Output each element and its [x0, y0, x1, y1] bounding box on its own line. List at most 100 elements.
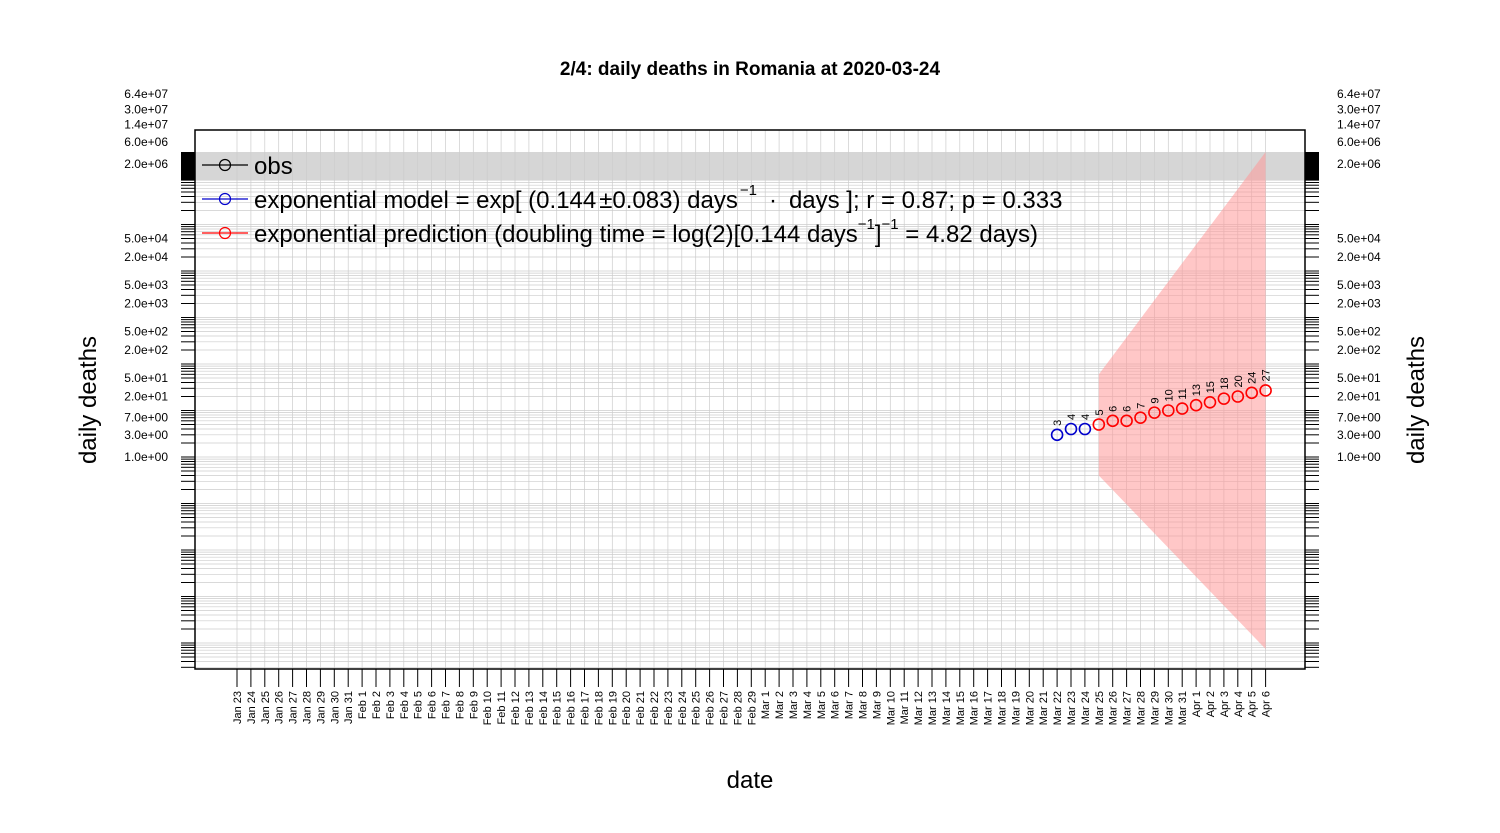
data-point-prediction	[1092, 418, 1106, 431]
chart-title: 2/4: daily deaths in Romania at 2020-03-…	[560, 59, 941, 80]
grid-dense-top	[195, 152, 1305, 180]
x-tick-label: Feb 28	[732, 691, 744, 725]
y-tick-label-right: 1.0e+00	[1337, 450, 1381, 464]
y-tick-label-right: 2.0e+04	[1337, 250, 1381, 264]
x-tick-label: Feb 20	[621, 691, 633, 725]
x-tick-label: Mar 16	[969, 691, 981, 725]
x-tick-label: Mar 4	[802, 691, 814, 719]
x-tick-label: Jan 26	[274, 691, 286, 724]
x-axis-title: date	[727, 767, 774, 794]
y-tick-label-right: 3.0e+00	[1337, 428, 1381, 442]
y-dense-ticks-left	[181, 152, 195, 180]
x-tick-label: Mar 14	[941, 691, 953, 725]
y-tick-label-left: 3.0e+00	[124, 428, 168, 442]
data-point-model	[1050, 428, 1064, 442]
x-tick-label: Apr 1	[1191, 691, 1203, 717]
y-tick-label-right: 2.0e+03	[1337, 297, 1381, 311]
x-tick-label: Mar 25	[1094, 691, 1106, 725]
x-tick-label: Mar 19	[1010, 691, 1022, 725]
x-tick-label: Feb 17	[580, 691, 592, 725]
y-tick-label-left: 6.0e+06	[124, 135, 168, 149]
y-tick-label-right: 2.0e+02	[1337, 343, 1381, 357]
x-tick-label: Feb 1	[357, 691, 369, 719]
y-tick-label-left: 2.0e+03	[124, 297, 168, 311]
x-tick-label: Feb 29	[746, 691, 758, 725]
data-label-prediction: 10	[1163, 389, 1175, 401]
x-tick-label: Mar 22	[1052, 691, 1064, 725]
x-tick-label: Feb 3	[385, 691, 397, 719]
data-label-prediction: 27	[1261, 369, 1273, 381]
x-tick-label: Jan 31	[343, 691, 355, 724]
y-axis-right: 6.4e+073.0e+07 1.4e+07 6.0e+06 2.0e+06 5.0e+…	[1305, 87, 1381, 668]
plot-area-frame	[194, 129, 1306, 670]
x-tick-label: Feb 7	[441, 691, 453, 719]
x-tick-label: Mar 6	[830, 691, 842, 719]
x-tick-label: Feb 11	[496, 691, 508, 724]
legend-label-model: exponential model = exp[ (0.144 ±0.083) d…	[254, 182, 1062, 214]
x-tick-label: Mar 18	[997, 691, 1009, 725]
data-label-prediction: 24	[1247, 372, 1259, 384]
x-tick-label: Feb 9	[468, 691, 480, 719]
x-tick-label: Mar 10	[885, 691, 897, 725]
legend-marker-model	[218, 192, 232, 206]
y-dense-ticks-right	[1305, 152, 1319, 180]
y-tick-label-left: 5.0e+04	[124, 231, 168, 245]
x-tick-label: Feb 16	[566, 691, 578, 725]
y-tick-label-right: 7.0e+00	[1337, 411, 1381, 425]
x-tick-label: Apr 5	[1247, 691, 1259, 717]
y-tick-label-left: 7.0e+00	[124, 411, 168, 425]
y-tick-label-left: 3.0e+07	[124, 102, 168, 116]
x-tick-label: Mar 17	[983, 691, 995, 725]
data-point-prediction	[1120, 414, 1133, 428]
x-tick-label: Apr 6	[1261, 691, 1273, 717]
x-tick-label: Mar 15	[955, 691, 967, 725]
data-label-model: 3	[1052, 420, 1064, 426]
x-tick-label: Jan 29	[315, 691, 327, 724]
y-tick-label-right: 5.0e+03	[1337, 278, 1381, 292]
y-axis-left: 6.4e+073.0e+07 1.4e+07 6.0e+06 2.0e+06 5.0e+…	[124, 87, 195, 668]
x-tick-label: Feb 25	[691, 691, 703, 725]
data-label-prediction: 6	[1108, 406, 1120, 412]
y-tick-label-right: 2.0e+06	[1337, 157, 1381, 171]
x-tick-label: Apr 4	[1233, 691, 1245, 717]
x-tick-label: Mar 20	[1024, 691, 1036, 725]
x-tick-label: Jan 28	[302, 691, 314, 724]
x-tick-label: Feb 22	[649, 691, 661, 725]
x-tick-label: Mar 2	[774, 691, 786, 719]
x-tick-label: Feb 4	[399, 691, 411, 719]
x-tick-label: Feb 23	[663, 691, 675, 725]
y-tick-label-left: 2.0e+01	[124, 390, 168, 404]
data-point-prediction	[1231, 390, 1245, 403]
data-label-model: 4	[1080, 414, 1092, 420]
legend: obs exponential model = exp[ (0.144 ±0.08…	[202, 153, 1062, 248]
data-point-prediction	[1148, 406, 1161, 419]
y-tick-label-right: 3.0e+07	[1337, 102, 1381, 116]
data-point-prediction	[1245, 386, 1258, 400]
y-tick-label-left: 2.0e+02	[124, 343, 168, 357]
x-tick-label: Feb 27	[719, 691, 731, 725]
data-point-prediction	[1259, 384, 1272, 397]
data-label-prediction: 18	[1219, 377, 1231, 389]
x-tick-label: Jan 25	[260, 691, 272, 724]
x-tick-label: Feb 21	[635, 691, 647, 725]
x-tick-label: Feb 24	[677, 691, 689, 725]
data-point-prediction	[1106, 414, 1119, 428]
y-tick-label-right: 5.0e+01	[1337, 371, 1381, 385]
y-tick-label-right: 6.4e+07	[1337, 87, 1381, 101]
data-point-prediction	[1134, 411, 1147, 425]
data-point-prediction	[1203, 396, 1217, 409]
prediction-band	[1098, 152, 1266, 649]
x-tick-label: Mar 11	[899, 691, 911, 724]
y-tick-label-left: 2.0e+04	[124, 250, 168, 264]
data-point-prediction	[1217, 392, 1231, 405]
data-label-prediction: 13	[1191, 384, 1203, 396]
x-tick-label: Mar 21	[1038, 691, 1050, 725]
x-tick-label: Feb 15	[552, 691, 564, 725]
y-tick-label-left: 6.4e+07	[124, 87, 168, 101]
data-label-prediction: 11	[1177, 388, 1189, 399]
legend-marker-obs	[218, 158, 232, 172]
y-tick-label-left: 5.0e+01	[124, 371, 168, 385]
x-tick-label: Mar 31	[1177, 691, 1189, 725]
x-tick-label: Feb 2	[371, 691, 383, 719]
